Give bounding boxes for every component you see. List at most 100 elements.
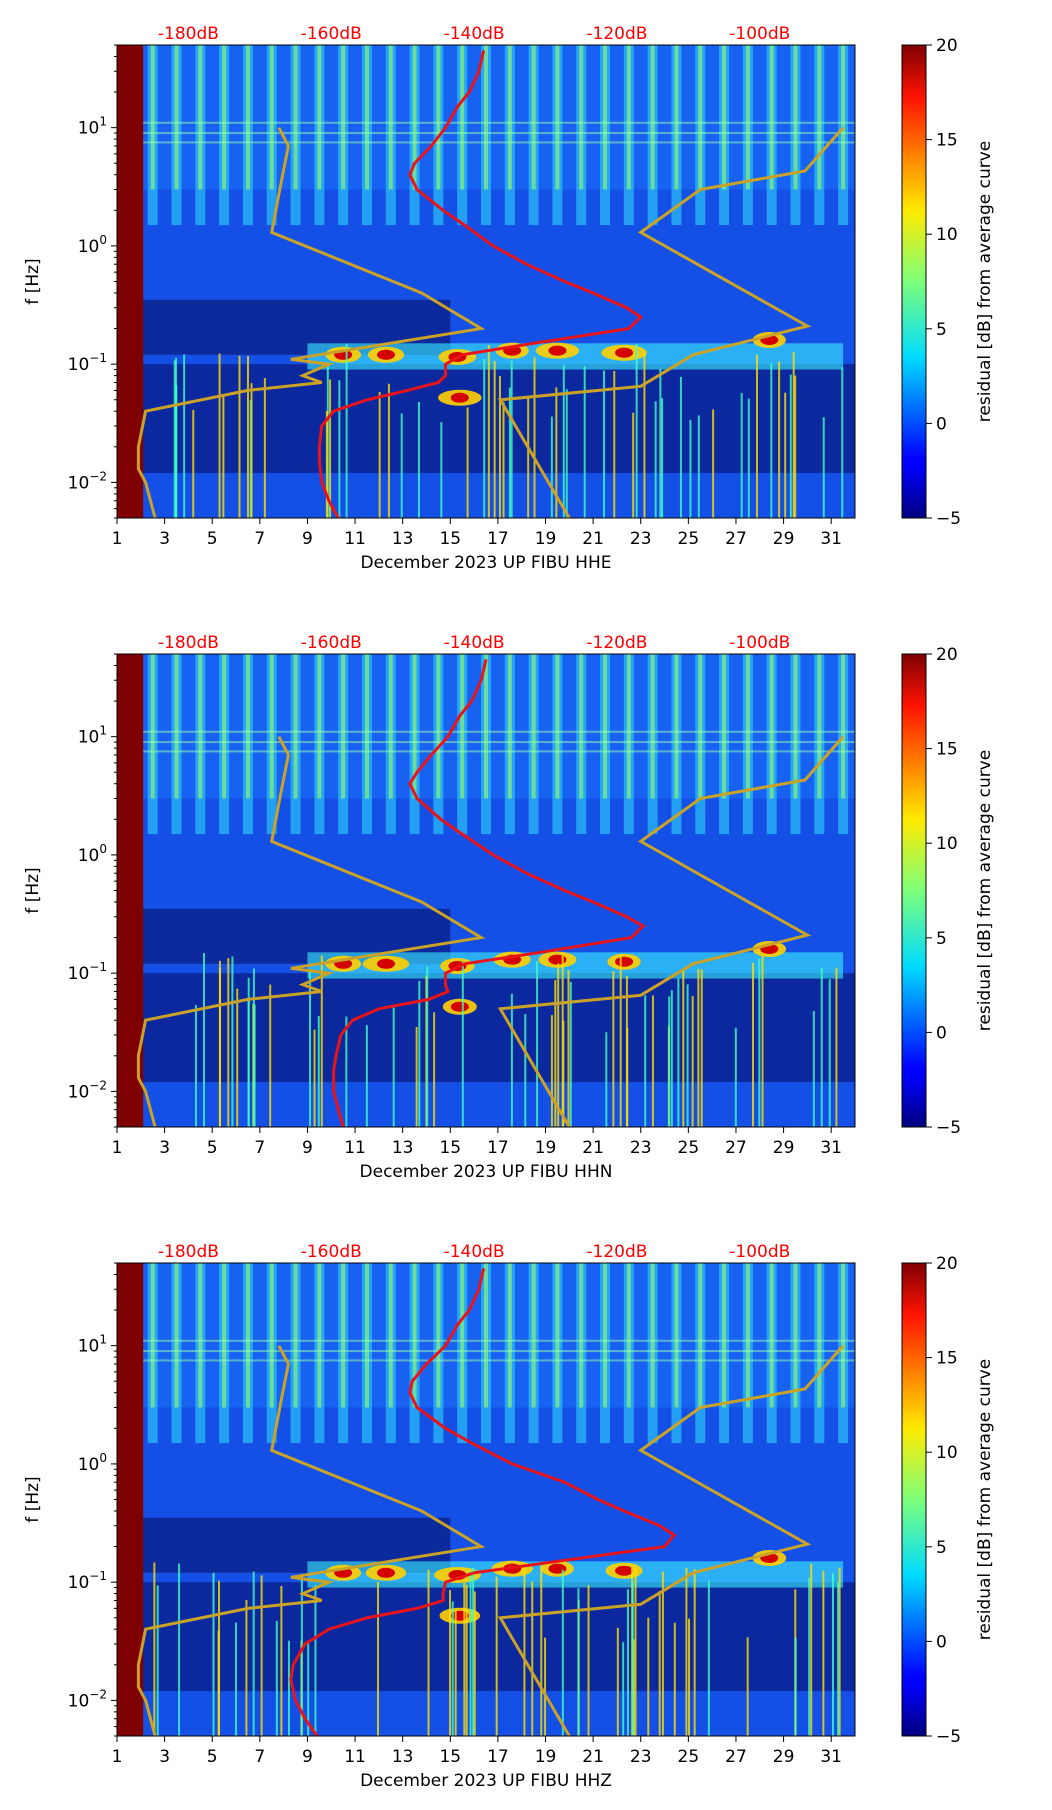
heatmap-spike xyxy=(554,980,557,1127)
heatmap-harmonic-line xyxy=(117,1339,855,1342)
heatmap-spike xyxy=(487,345,490,518)
heatmap-spike xyxy=(449,1589,452,1736)
x-tick-label: 27 xyxy=(725,1138,747,1158)
colorbar-gradient xyxy=(901,1262,927,1737)
db-scale-label: -100dB xyxy=(729,633,790,653)
heatmap-spike xyxy=(218,960,221,1127)
heatmap-day-streak-core xyxy=(603,45,608,190)
y-tick-label: 101 xyxy=(78,1333,107,1357)
x-tick-label: 13 xyxy=(392,1747,414,1767)
y-tick-base: 10 xyxy=(78,119,100,139)
heatmap-spike xyxy=(577,1588,580,1736)
heatmap-spike xyxy=(451,1601,454,1736)
heatmap-spike xyxy=(751,962,754,1127)
heatmap-spike xyxy=(524,1014,527,1127)
heatmap-spike xyxy=(263,378,266,518)
heatmap-spike xyxy=(376,1582,379,1736)
y-tick-label: 10−2 xyxy=(68,1687,107,1711)
heatmap-spike xyxy=(707,1580,710,1736)
colorbar-gradient xyxy=(901,653,927,1128)
x-tick-label: 21 xyxy=(582,1138,604,1158)
heatmap-spike xyxy=(260,1575,263,1736)
heatmap-day-streak-core xyxy=(198,45,203,190)
heatmap-day-streak-core xyxy=(722,1263,727,1408)
heatmap-spike xyxy=(605,1032,608,1127)
heatmap-day-streak-core xyxy=(507,1263,512,1408)
heatmap-spike xyxy=(202,953,205,1127)
x-tick-label: 31 xyxy=(820,1747,842,1767)
heatmap-spike xyxy=(461,962,464,1127)
heatmap-day-streak-core xyxy=(745,1263,750,1408)
heatmap-day-streak-core xyxy=(555,45,560,190)
db-scale-label: -140dB xyxy=(444,1242,505,1262)
heatmap-day-streak-core xyxy=(412,45,417,190)
heatmap-harmonic-line xyxy=(117,730,855,733)
heatmap-spike xyxy=(275,1620,278,1736)
heatmap-spike xyxy=(269,984,272,1127)
heatmap-day-streak-core xyxy=(626,654,631,799)
heatmap-spike xyxy=(685,1567,688,1736)
y-tick-base: 10 xyxy=(68,1691,90,1711)
heatmap-day-streak-core xyxy=(293,45,298,190)
heatmap-day-streak-core xyxy=(150,1263,155,1408)
y-tick-base: 10 xyxy=(68,355,90,375)
db-scale-label: -180dB xyxy=(158,24,219,44)
heatmap-spike xyxy=(659,368,662,518)
colorbar: 20 15 10 5 0 −5 residual [dB] from average cur… xyxy=(901,36,995,529)
heatmap-day-streak-core xyxy=(150,654,155,799)
colorbar-gradient xyxy=(901,44,927,519)
heatmap-spike xyxy=(153,1562,156,1736)
x-tick-label: 19 xyxy=(535,1747,557,1767)
colorbar-label: residual [dB] from average curve xyxy=(975,1359,995,1640)
y-tick-exponent: −2 xyxy=(89,1687,107,1701)
heatmap-spike xyxy=(631,1581,634,1736)
heatmap-spike xyxy=(469,1570,472,1736)
x-tick-label: 31 xyxy=(820,1138,842,1158)
x-tick-label: 3 xyxy=(159,529,170,549)
heatmap-spike xyxy=(550,1015,553,1127)
db-scale-label: -160dB xyxy=(301,24,362,44)
heatmap-storm-core xyxy=(450,1001,469,1012)
y-tick-exponent: −1 xyxy=(89,351,107,365)
x-tick-label: 23 xyxy=(630,1138,652,1158)
heatmap-spike xyxy=(789,374,792,518)
heatmap-spike xyxy=(212,1572,215,1736)
heatmap-day-streak-core xyxy=(364,654,369,799)
heatmap-day-streak-core xyxy=(579,1263,584,1408)
heatmap-spike xyxy=(697,415,700,518)
x-tick-label: 23 xyxy=(630,1747,652,1767)
heatmap-harmonic-line xyxy=(117,1359,855,1362)
y-tick-base: 10 xyxy=(68,1573,90,1593)
heatmap-spike xyxy=(156,1585,159,1736)
heatmap-day-streak-core xyxy=(531,1263,536,1408)
heatmap-day-streak-core xyxy=(769,45,774,190)
heatmap-layer xyxy=(117,1263,855,1736)
heatmap-spike xyxy=(734,1027,737,1127)
colorbar: 20 15 10 5 0 −5 residual [dB] from average cur… xyxy=(901,645,995,1138)
heatmap-spike xyxy=(658,1590,661,1736)
heatmap-spike xyxy=(510,360,513,518)
heatmap-spike xyxy=(651,995,654,1127)
heatmap-spike xyxy=(533,357,536,518)
heatmap-spike xyxy=(625,976,628,1127)
heatmap-day-streak-core xyxy=(650,654,655,799)
heatmap-day-streak-core xyxy=(793,45,798,190)
heatmap-storm-core xyxy=(615,1565,634,1576)
x-tick-label: 9 xyxy=(302,1747,313,1767)
heatmap-day-streak-core xyxy=(293,654,298,799)
x-tick-label: 13 xyxy=(392,529,414,549)
heatmap-spike xyxy=(822,1570,825,1736)
x-tick-label: 29 xyxy=(773,529,795,549)
heatmap-spike xyxy=(654,401,657,518)
heatmap-spike xyxy=(227,958,230,1127)
colorbar-tick-label: −5 xyxy=(936,1727,961,1747)
heatmap-storm-core xyxy=(450,392,469,403)
low-noise-model-curve xyxy=(136,1345,486,1736)
heatmap-spike xyxy=(700,969,703,1127)
heatmap-low-freq-zone xyxy=(117,364,855,474)
colorbar-tick-label: 5 xyxy=(936,320,947,340)
db-scale-label: -180dB xyxy=(158,633,219,653)
heatmap-spike xyxy=(587,1585,590,1736)
heatmap-spike xyxy=(838,1567,841,1736)
colorbar-tick-label: 15 xyxy=(936,740,958,760)
